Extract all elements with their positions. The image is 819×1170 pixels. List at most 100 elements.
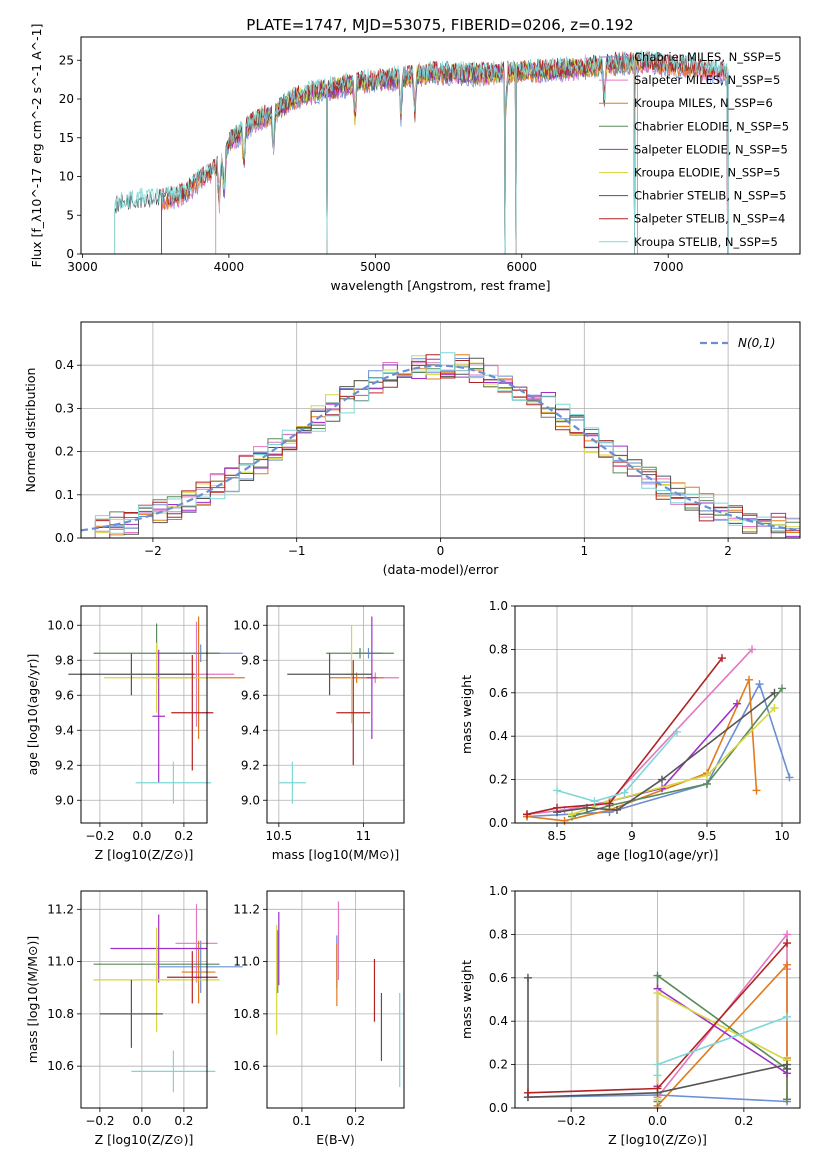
y-tick-label: 0.4 (489, 729, 508, 743)
y-tick-label: 10.0 (47, 618, 74, 632)
y-tick-label: 20 (59, 92, 74, 106)
y-tick-label: 0 (66, 247, 74, 261)
y-axis-label: mass weight (459, 960, 474, 1039)
residual-histogram-series (81, 352, 800, 538)
x-axis-label: age [log10(age/yr)] (597, 847, 719, 862)
x-tick-label: 2 (724, 544, 732, 558)
spectrum-panel: 3000 4000 5000 6000 7000 0 5 10 15 20 25 wavelength… (29, 24, 801, 293)
mass-weight-point-marker (770, 703, 779, 712)
figure-title: PLATE=1747, MJD=53075, FIBERID=0206, z=0… (246, 16, 633, 34)
y-tick-label: 9.0 (55, 793, 74, 807)
mass-weight-point-marker (783, 930, 792, 939)
x-tick-label: 1 (580, 544, 588, 558)
y-axis-label: mass [log10(M/M⊙)] (25, 936, 40, 1064)
legend-label: Chabrier STELIB, N_SSP=5 (634, 189, 786, 203)
y-tick-label: 0.6 (489, 686, 508, 700)
y-tick-label: 0.2 (55, 445, 74, 459)
y-tick-label: 11.2 (47, 902, 74, 916)
y-tick-label: 10.8 (47, 1007, 74, 1021)
y-tick-label: 10.6 (233, 1059, 260, 1073)
mass-weight-point-marker (568, 810, 576, 819)
mass-weight-point-marker (778, 684, 786, 693)
mass-weight-point-marker (653, 971, 662, 980)
mass-vs-ebv-panel: 0.1 0.2 10.6 10.8 11.0 11.2 E(B-V) (233, 890, 405, 1147)
x-tick-label: 9 (628, 829, 636, 843)
mass-weight-point-marker (523, 810, 531, 819)
y-tick-label: 10.0 (233, 618, 260, 632)
age-vs-mass-panel: 10.5 11 9.0 9.2 9.4 9.6 9.8 10.0 mass [log10(M/M… (233, 605, 405, 862)
y-tick-label: 9.4 (55, 723, 74, 737)
mass-weight-point-marker (733, 699, 741, 708)
x-tick-label: 0.0 (648, 1114, 667, 1128)
legend-label: Kroupa ELODIE, N_SSP=5 (634, 166, 780, 180)
x-tick-label: 10.5 (265, 829, 292, 843)
y-tick-label: 9.6 (241, 688, 260, 702)
mass-weight-vs-metallicity-panel: −0.2 0.0 0.2 0.0 0.2 0.4 0.6 0.8 1.0 Z [log10(Z/Z… (459, 884, 801, 1147)
mass-weight-point-marker (755, 680, 764, 689)
x-tick-label: 5000 (360, 260, 391, 274)
y-tick-label: 0.0 (55, 531, 74, 545)
y-tick-label: 0.4 (55, 358, 74, 372)
mass-weight-point-marker (523, 1088, 532, 1097)
mass-weight-point-marker (620, 788, 629, 797)
y-tick-label: 0.0 (489, 1101, 508, 1115)
gaussian-curve (80, 364, 801, 532)
y-tick-label: 1.0 (489, 599, 508, 613)
y-tick-label: 0.1 (55, 488, 74, 502)
legend-label: Salpeter ELODIE, N_SSP=5 (634, 142, 788, 156)
mass-weight-point-marker (553, 803, 561, 812)
axes-frame (266, 890, 405, 1109)
x-axis-label: Z [log10(Z/Z⊙)] (608, 1132, 707, 1147)
x-tick-label: −2 (144, 544, 162, 558)
mass-weight-point-marker (718, 654, 726, 663)
y-tick-label: 9.8 (241, 653, 260, 667)
y-tick-label: 9.0 (241, 793, 260, 807)
y-tick-label: 0.0 (489, 816, 508, 830)
x-tick-label: 3000 (67, 260, 98, 274)
x-tick-label: 0.2 (346, 1114, 365, 1128)
mass-weight-point-marker (783, 960, 792, 969)
x-tick-label: 0.2 (734, 1114, 753, 1128)
x-tick-label: 0.2 (174, 1114, 193, 1128)
y-tick-label: 9.2 (241, 758, 260, 772)
y-tick-label: 0.2 (489, 1058, 508, 1072)
mass-weight-point-marker (770, 688, 779, 697)
x-tick-label: −1 (288, 544, 306, 558)
x-tick-label: −0.2 (85, 829, 114, 843)
mass-weight-point-marker (653, 1084, 662, 1093)
mass-weight-point-marker (752, 786, 761, 795)
y-tick-label: 10 (59, 170, 74, 184)
mass-weight-point-marker (703, 771, 711, 780)
mass-vs-metallicity-panel: −0.2 0.0 0.2 10.6 10.8 11.0 11.2 Z [log10(Z/Z⊙)… (25, 890, 243, 1147)
y-tick-label: 0.6 (489, 971, 508, 985)
x-tick-label: 0 (437, 544, 445, 558)
y-tick-label: 11.0 (233, 955, 260, 969)
y-axis-label: Flux [f_λ10^-17 erg cm^-2 s^-1 A^-1] (29, 24, 44, 268)
x-axis-label: Z [log10(Z/Z⊙)] (95, 1132, 194, 1147)
mass-weight-point-marker (653, 1071, 662, 1080)
y-axis-label: mass weight (459, 675, 474, 754)
legend-label: Salpeter STELIB, N_SSP=4 (634, 212, 785, 226)
mass-weight-point-marker (605, 799, 614, 808)
mass-weight-point-marker (673, 727, 681, 736)
mass-weight-series-line (526, 679, 758, 822)
y-tick-label: 9.6 (55, 688, 74, 702)
axes-frame (80, 36, 801, 255)
axes-frame (80, 605, 208, 824)
y-axis-label: Normed distribution (23, 368, 38, 493)
mass-weight-point-marker (523, 973, 532, 982)
mass-weight-point-marker (745, 675, 753, 684)
x-tick-label: 10 (774, 829, 789, 843)
x-tick-label: 9.5 (697, 829, 716, 843)
y-tick-label: 9.4 (241, 723, 260, 737)
y-tick-label: 0.3 (55, 401, 74, 415)
mass-weight-point-marker (783, 939, 792, 948)
axes-frame (514, 605, 801, 824)
x-tick-label: 6000 (506, 260, 537, 274)
x-tick-label: 0.0 (132, 829, 151, 843)
legend-label: Chabrier ELODIE, N_SSP=5 (634, 119, 789, 133)
legend-label: Kroupa STELIB, N_SSP=5 (634, 235, 778, 249)
y-tick-label: 11.2 (233, 902, 260, 916)
y-axis-label: age [log10(age/yr)] (25, 654, 40, 776)
x-tick-label: 0.1 (292, 1114, 311, 1128)
